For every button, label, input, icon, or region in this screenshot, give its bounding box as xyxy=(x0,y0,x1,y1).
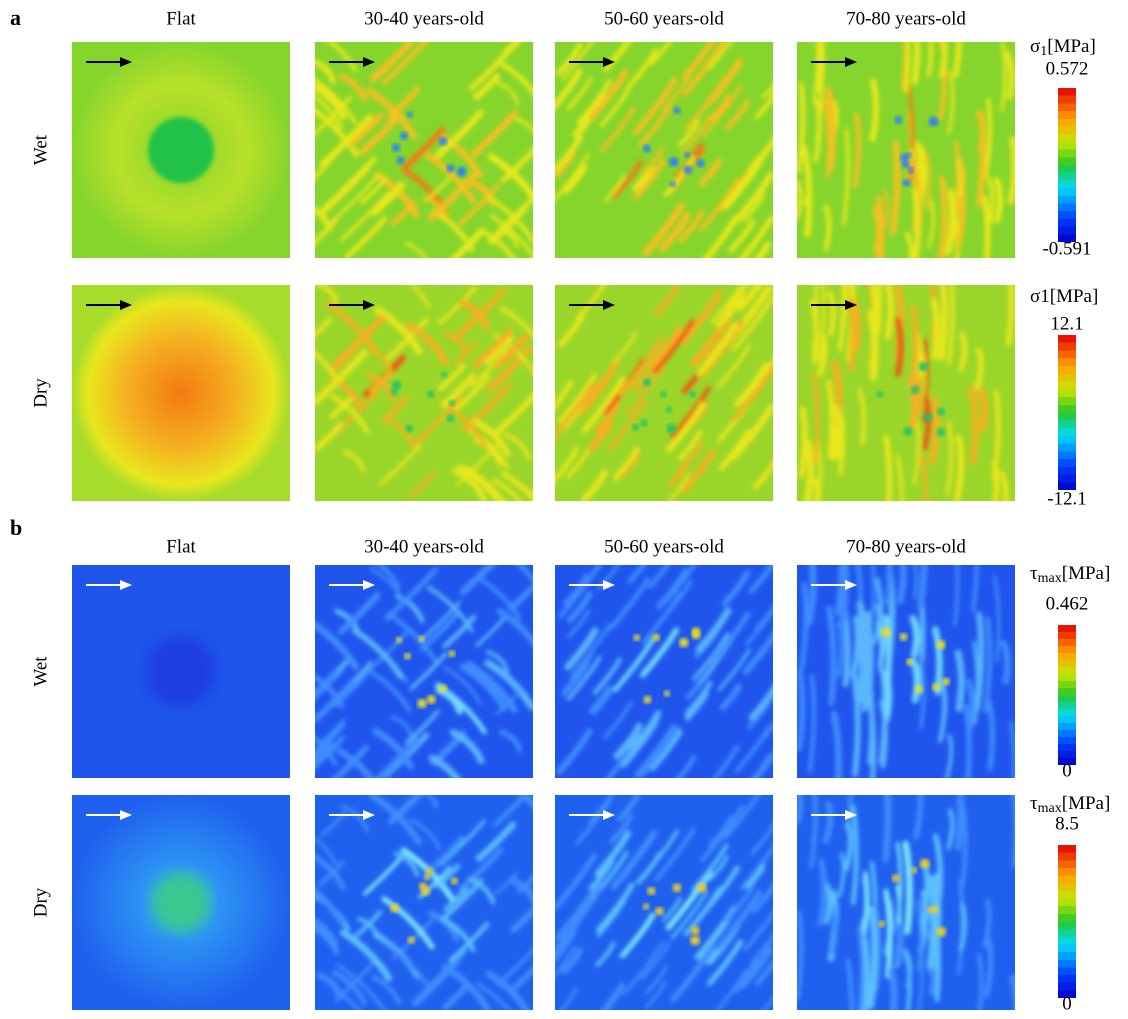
contour-plot xyxy=(797,520,1015,807)
contour-plot xyxy=(72,565,290,778)
colorbar-unit: [MPa] xyxy=(1050,286,1099,307)
colorbar-max: 0.462 xyxy=(1046,593,1089,614)
colorbar xyxy=(1058,88,1076,242)
row-label: Dry xyxy=(30,887,51,917)
colorbar-min: 0 xyxy=(1062,760,1072,781)
colorbar-unit: [MPa] xyxy=(1062,793,1111,814)
colorbar-unit: [MPa] xyxy=(1047,36,1096,57)
panel-label: a xyxy=(10,5,21,30)
colorbar-symbol: σ1 xyxy=(1030,286,1050,307)
column-header: 30-40 years-old xyxy=(364,536,484,557)
column-header: 50-60 years-old xyxy=(604,536,724,557)
panel-label: b xyxy=(10,515,22,540)
colorbar-min: -0.591 xyxy=(1042,238,1091,259)
colorbar-symbol: σ xyxy=(1030,36,1040,57)
contour-plot xyxy=(540,270,787,517)
contour-plot xyxy=(541,783,789,1019)
contour-plot xyxy=(297,541,553,794)
contour-plot xyxy=(72,285,290,501)
contour-plot xyxy=(297,778,548,1019)
colorbar-unit: [MPa] xyxy=(1062,563,1111,584)
column-header: 30-40 years-old xyxy=(364,8,484,29)
colorbar-max: 12.1 xyxy=(1050,313,1083,334)
contour-plot xyxy=(72,42,290,258)
contour-plot xyxy=(797,249,1015,542)
colorbar-title: σ1[MPa] xyxy=(1030,36,1096,59)
column-header: Flat xyxy=(166,8,196,29)
column-header: 70-80 years-old xyxy=(846,8,966,29)
contour-plot xyxy=(796,758,1018,1019)
column-header: Flat xyxy=(166,536,196,557)
colorbar xyxy=(1058,845,1076,998)
figure: a Flat 30-40 years-old 50-60 years-old 70-80… xyxy=(0,0,1128,1019)
contour-plot xyxy=(72,795,290,1010)
colorbar-max: 0.572 xyxy=(1046,58,1089,79)
column-header: 70-80 years-old xyxy=(846,536,966,557)
colorbar-max: 8.5 xyxy=(1055,813,1079,834)
row-label: Wet xyxy=(30,656,51,687)
colorbar-min: -12.1 xyxy=(1047,488,1087,509)
colorbar xyxy=(1058,335,1076,490)
row-label: Dry xyxy=(30,378,51,408)
colorbar xyxy=(1058,625,1076,765)
colorbar-title: τmax[MPa] xyxy=(1030,563,1110,586)
contour-plot xyxy=(555,554,786,797)
contour-plot xyxy=(295,33,547,270)
column-header: 50-60 years-old xyxy=(604,8,724,29)
colorbar-subscript: 1 xyxy=(1040,44,1047,59)
colorbar-subscript: max xyxy=(1038,571,1062,586)
colorbar-min: 0 xyxy=(1062,993,1072,1014)
colorbar-title: σ1[MPa] xyxy=(1030,286,1098,307)
contour-plot xyxy=(796,3,1015,281)
contour-plot xyxy=(292,270,551,521)
contour-plot xyxy=(549,21,788,274)
row-label: Wet xyxy=(30,134,51,165)
